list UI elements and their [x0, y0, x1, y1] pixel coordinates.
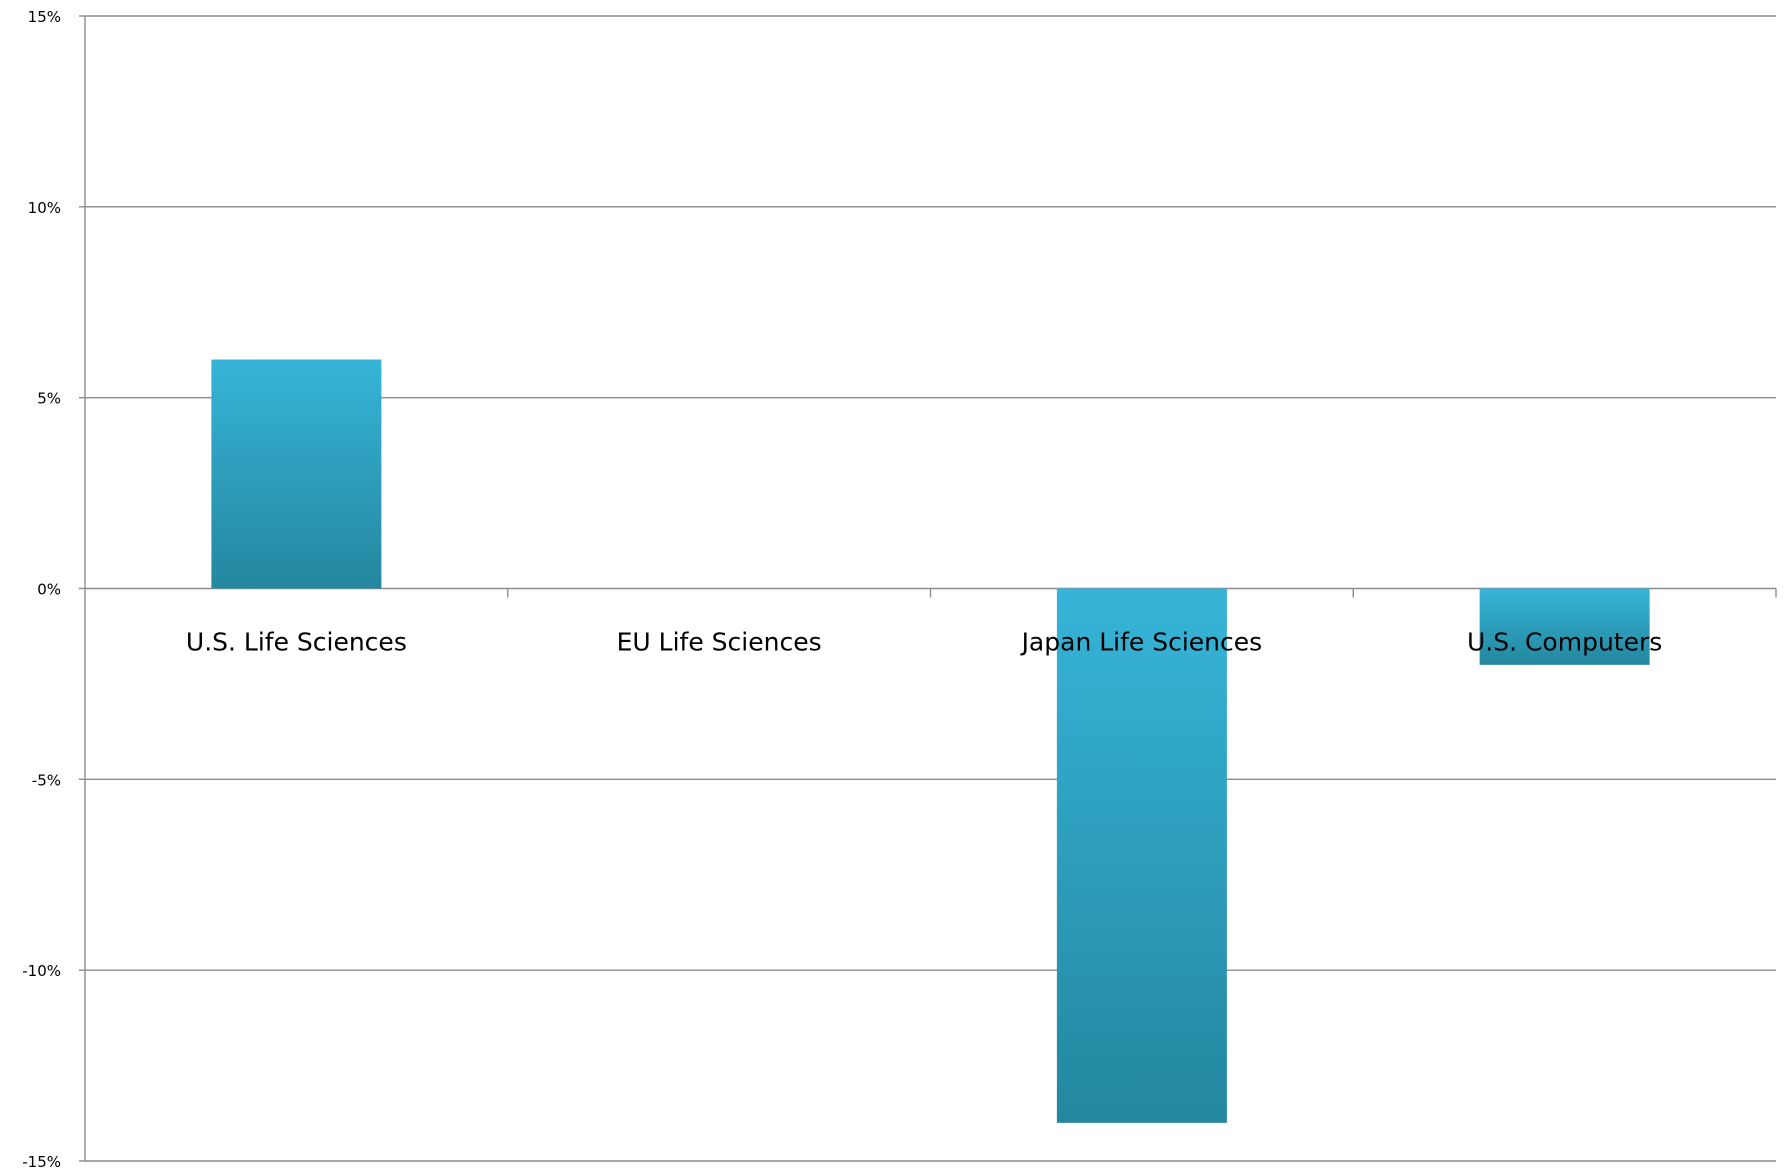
axes [79, 15, 1777, 1162]
category-label: U.S. Life Sciences [186, 628, 407, 657]
y-tick-label: -10% [22, 962, 61, 980]
y-tick-label: -5% [32, 771, 61, 789]
y-tick-label: 10% [28, 199, 61, 217]
y-tick-label: 15% [28, 8, 61, 26]
labels: 15% 10% 5% 0% -5% -10% -15% U.S. Life Sciences E… [22, 8, 1662, 1168]
bar-u-s-life-sciences [211, 359, 382, 589]
bars [211, 359, 1650, 1123]
category-label: U.S. Computers [1467, 628, 1662, 657]
y-tick-label: 0% [37, 581, 61, 599]
y-tick-label: 5% [37, 390, 61, 408]
category-label: Japan Life Sciences [1020, 628, 1263, 657]
category-label: EU Life Sciences [617, 628, 822, 657]
bar-u-s-computers [1479, 588, 1650, 665]
bar-japan-life-sciences [1056, 588, 1227, 1123]
y-tick-label: -15% [22, 1153, 61, 1168]
